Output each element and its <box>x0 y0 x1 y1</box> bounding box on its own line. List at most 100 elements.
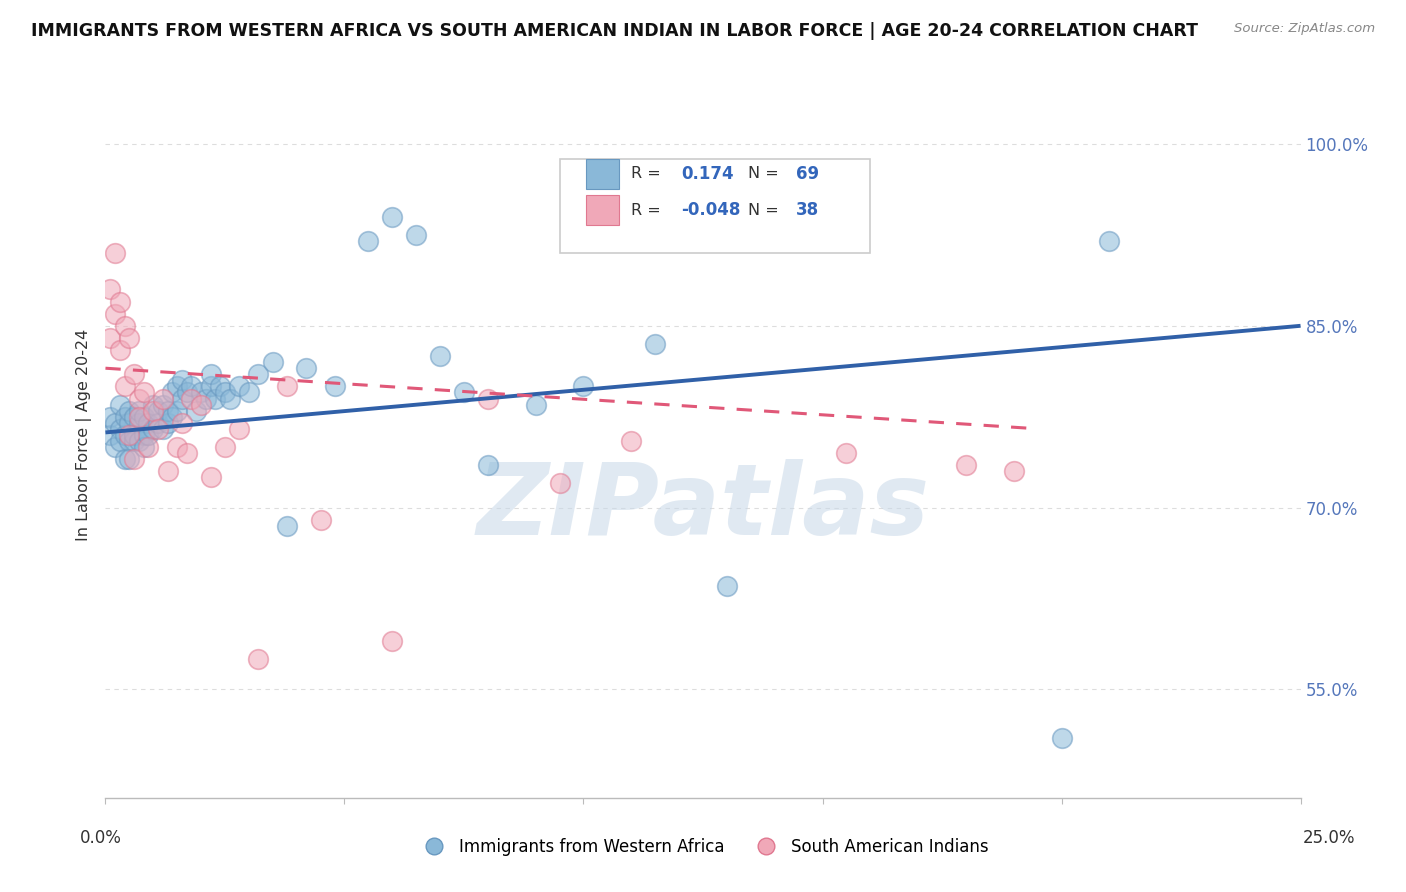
Point <box>276 379 298 393</box>
Point <box>114 379 136 393</box>
Text: 0.0%: 0.0% <box>80 829 122 847</box>
Text: R =: R = <box>631 167 661 181</box>
Text: 25.0%: 25.0% <box>1302 829 1355 847</box>
Point <box>262 355 284 369</box>
Point <box>108 422 131 436</box>
Point <box>166 379 188 393</box>
Point <box>716 579 738 593</box>
Point <box>162 409 184 424</box>
Point <box>214 385 236 400</box>
Point <box>142 403 165 417</box>
Point <box>247 652 270 666</box>
Point <box>218 392 240 406</box>
Point <box>238 385 260 400</box>
Point <box>146 422 169 436</box>
Point <box>180 379 202 393</box>
Point <box>114 318 136 333</box>
Point <box>122 434 145 448</box>
Point <box>118 434 141 448</box>
Point <box>104 246 127 260</box>
Point <box>228 422 250 436</box>
Point <box>166 440 188 454</box>
Point <box>128 403 150 417</box>
Point <box>152 398 174 412</box>
Point <box>138 416 160 430</box>
Point <box>170 416 193 430</box>
Point <box>128 392 150 406</box>
Point <box>98 283 121 297</box>
Point <box>122 368 145 382</box>
Point <box>1050 731 1073 745</box>
Point <box>190 398 212 412</box>
Point <box>247 368 270 382</box>
Point <box>156 464 179 478</box>
Point <box>524 398 547 412</box>
Point <box>381 633 404 648</box>
Point <box>1098 234 1121 248</box>
Point <box>309 513 332 527</box>
Point <box>620 434 643 448</box>
Point <box>142 398 165 412</box>
Legend: Immigrants from Western Africa, South American Indians: Immigrants from Western Africa, South Am… <box>411 831 995 863</box>
Point <box>204 392 226 406</box>
Point <box>138 428 160 442</box>
Point <box>200 368 222 382</box>
Text: IMMIGRANTS FROM WESTERN AFRICA VS SOUTH AMERICAN INDIAN IN LABOR FORCE | AGE 20-: IMMIGRANTS FROM WESTERN AFRICA VS SOUTH … <box>31 22 1198 40</box>
Point <box>572 379 595 393</box>
Point <box>453 385 475 400</box>
Point <box>108 434 131 448</box>
Point <box>118 331 141 345</box>
Point <box>104 307 127 321</box>
Point <box>118 403 141 417</box>
Point <box>98 331 121 345</box>
Point <box>108 294 131 309</box>
Point <box>114 452 136 467</box>
FancyBboxPatch shape <box>560 159 870 253</box>
Point <box>118 452 141 467</box>
Point <box>214 440 236 454</box>
Text: -0.048: -0.048 <box>682 202 741 219</box>
Point <box>180 392 202 406</box>
Point <box>186 403 208 417</box>
Point <box>122 409 145 424</box>
Point <box>405 227 427 242</box>
Text: 38: 38 <box>796 202 820 219</box>
Point <box>132 428 155 442</box>
Point <box>132 385 155 400</box>
Point <box>477 458 499 472</box>
Text: 0.174: 0.174 <box>682 165 734 183</box>
Point <box>142 422 165 436</box>
Point <box>955 458 977 472</box>
Point <box>156 416 179 430</box>
Point <box>104 416 127 430</box>
Point <box>108 343 131 357</box>
Point <box>176 385 198 400</box>
Point <box>200 379 222 393</box>
Point <box>276 518 298 533</box>
Point <box>644 337 666 351</box>
Point <box>152 392 174 406</box>
Point <box>146 416 169 430</box>
Point <box>98 428 121 442</box>
Text: N =: N = <box>748 202 779 218</box>
Point <box>122 428 145 442</box>
Bar <box>586 195 620 226</box>
Point <box>132 409 155 424</box>
Point <box>114 409 136 424</box>
Point <box>108 398 131 412</box>
Point <box>381 210 404 224</box>
Point <box>118 428 141 442</box>
Point <box>295 361 318 376</box>
Point <box>128 434 150 448</box>
Point <box>98 409 121 424</box>
Text: 69: 69 <box>796 165 820 183</box>
Point <box>209 379 232 393</box>
Point <box>156 403 179 417</box>
Point <box>357 234 380 248</box>
Text: Source: ZipAtlas.com: Source: ZipAtlas.com <box>1234 22 1375 36</box>
Bar <box>586 159 620 189</box>
Point <box>166 403 188 417</box>
Point <box>128 416 150 430</box>
Y-axis label: In Labor Force | Age 20-24: In Labor Force | Age 20-24 <box>76 329 93 541</box>
Point <box>146 403 169 417</box>
